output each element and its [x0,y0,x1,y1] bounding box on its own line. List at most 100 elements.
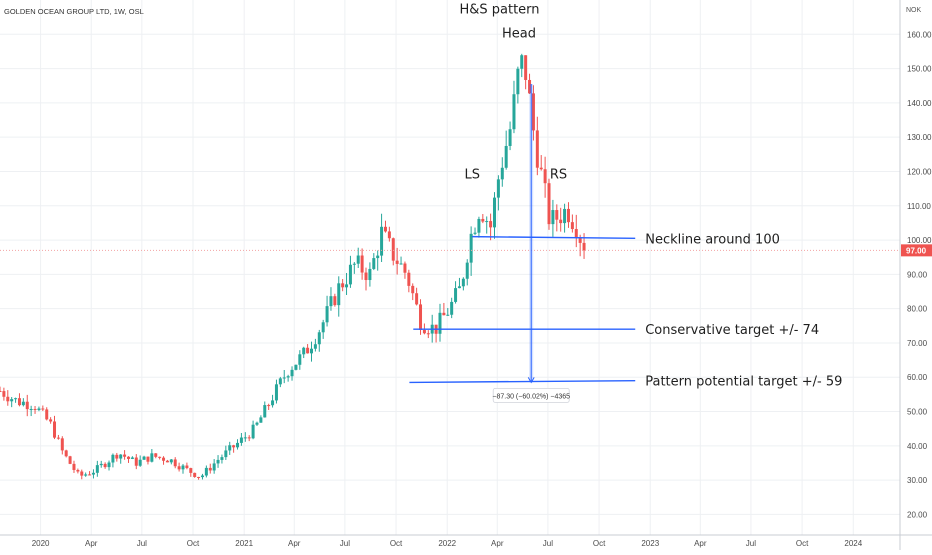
grid [0,0,900,535]
x-tick-label: Apr [85,539,98,548]
candle-body [60,438,64,451]
candle-body [520,55,524,69]
x-tick-label: 2020 [32,539,50,548]
candle-body [535,130,539,168]
y-tick-label: 110.00 [907,202,931,211]
x-tick-label: 2024 [844,539,862,548]
y-tick-label: 160.00 [907,30,932,39]
candle-body [53,421,57,438]
trend-line-label: Pattern potential target +/- 59 [645,375,842,390]
x-tick-label: Oct [187,539,200,548]
candle-body [33,408,37,410]
candle-body [204,467,208,476]
candle-body [236,442,240,448]
x-tick-label: Apr [694,539,707,548]
candle-body [387,231,391,239]
candle-body [352,263,356,265]
candle-body [524,55,528,80]
y-tick-label: 60.00 [907,373,928,382]
candle-body [247,437,251,439]
x-tick-label: Jul [137,539,147,548]
candle-body [243,437,247,439]
candle-body [158,456,162,458]
x-tick-label: Apr [491,539,504,548]
candle-body [298,354,302,365]
candle-body [302,347,306,355]
candle-body [469,233,473,263]
candle-body [290,369,294,377]
candle-body [99,463,103,466]
candle-body [80,471,84,476]
candle-body [282,377,286,379]
candle-body [461,278,465,287]
candle-body [399,263,403,265]
candle-body [313,344,317,349]
y-tick-label: 20.00 [907,510,928,519]
candle-body [341,283,345,288]
candle-body [150,453,154,462]
candle-body [481,218,485,222]
candle-body [403,263,407,273]
annotation-text: Head [502,27,536,42]
chart-title: GOLDEN OCEAN GROUP LTD, 1W, OSL [4,7,144,16]
candle-body [271,400,275,406]
candle-body [457,286,461,289]
candle-body [321,322,325,333]
candle-body [356,255,360,264]
candle-body [348,264,352,285]
candle-body [224,450,228,458]
x-tick-label: Apr [288,539,301,548]
candle-body [574,229,578,239]
candle-body [251,424,255,439]
x-tick-label: 2021 [235,539,253,548]
candle-body [84,474,88,476]
candle-body [578,238,582,243]
trend-line[interactable] [409,379,636,384]
candle-body [555,210,559,220]
candle-body [559,219,563,224]
candle-body [477,218,481,233]
candle-body [17,398,21,406]
candle-body [306,347,310,354]
measure-label: −87.30 (−60.02%) −4365 [492,393,570,400]
measure-tool: −87.30 (−60.02%) −4365 [492,84,570,403]
candle-body [391,238,395,261]
candle-body [407,272,411,286]
candle-body [368,268,372,281]
trend-line[interactable] [472,235,636,240]
candle-body [500,167,504,180]
candle-body [547,183,551,225]
candle-body [278,378,282,385]
candle-body [442,312,446,316]
trend-line-label: Conservative target +/- 74 [645,323,819,338]
x-tick-label: Jul [543,539,553,548]
currency-label: NOK [906,7,922,14]
candle-body [126,456,130,459]
candle-body [220,457,224,460]
candle-body [512,94,516,130]
x-tick-label: Oct [593,539,606,548]
candle-body [208,467,212,471]
candle-body [177,466,181,470]
y-tick-label: 80.00 [907,305,928,314]
candle-body [364,272,368,281]
candle-body [0,390,2,392]
candle-body [543,169,547,184]
candle-body [446,314,450,316]
candle-body [95,465,99,473]
candle-body [103,463,107,468]
candle-body [115,454,119,459]
candle-body [411,285,415,294]
candle-body [426,333,430,335]
y-tick-label: 70.00 [907,339,928,348]
candle-body [76,469,80,472]
candle-body [329,296,333,307]
candle-body [345,284,349,288]
candle-body [465,262,469,279]
y-tick-label: 130.00 [907,133,932,142]
time-axis: 2020 Apr Jul Oct 2021 Apr Jul Oct 2022 Apr Jul Oct 2… [32,539,863,548]
y-tick-label: 150.00 [907,65,932,74]
candle-body [37,408,41,410]
